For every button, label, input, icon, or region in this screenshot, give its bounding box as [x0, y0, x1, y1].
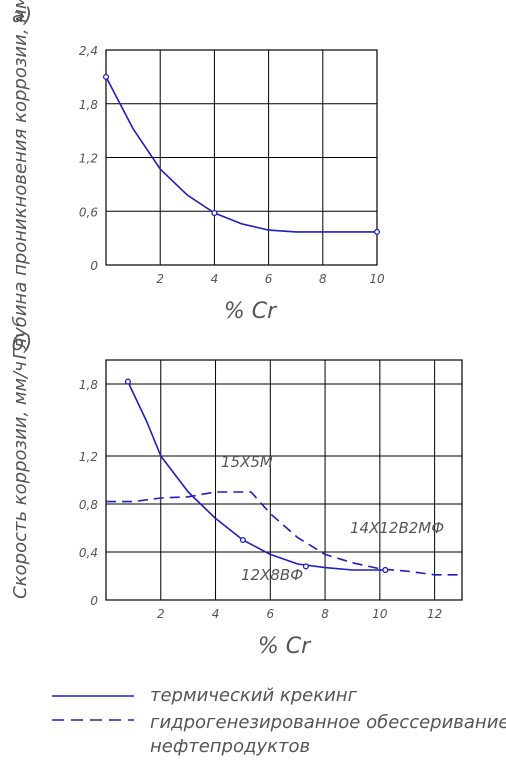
y-tick-label: 2,4: [79, 44, 98, 58]
x-tick-label: 4: [212, 607, 220, 621]
legend-dashed-label-line2: нефтепродуктов: [150, 736, 310, 757]
x-tick-label: 12: [427, 607, 442, 621]
annotation-15x5m: 15Х5М: [221, 453, 273, 471]
data-point: [124, 378, 131, 385]
panel-b-label: б): [12, 331, 32, 355]
x-tick-label: 2: [156, 272, 164, 286]
panel-b-ylabel: Скорость коррозии, мм/ч: [10, 361, 31, 599]
data-point: [211, 209, 218, 217]
y-tick-label: 1,8: [79, 378, 98, 392]
y-tick-label: 0: [90, 259, 98, 273]
legend-dashed-label-line1: гидрогенезированное обессеривание: [150, 712, 506, 733]
panel-a-label: а): [12, 3, 32, 27]
series-line-solid: [127, 381, 386, 571]
x-tick-label: 6: [265, 272, 273, 286]
y-tick-label: 0,6: [79, 205, 98, 219]
data-point: [102, 73, 110, 80]
legend-solid-label: термический крекинг: [150, 685, 358, 706]
series-line-solid: [105, 76, 377, 233]
panel-a-ylabel: Глубина проникновения коррозии, мм/год: [10, 0, 31, 359]
y-tick-label: 1,8: [79, 98, 98, 112]
panel-a-xlabel: % Cr: [224, 299, 278, 324]
annotation-14x12v2mf: 14Х12В2МФ: [350, 519, 444, 537]
y-tick-label: 1,2: [79, 450, 98, 464]
series-line-dashed: [106, 491, 462, 576]
data-point: [302, 563, 309, 570]
x-tick-label: 8: [319, 272, 327, 286]
data-point: [239, 536, 246, 544]
panel-b-frame: [105, 359, 463, 601]
x-tick-label: 4: [211, 272, 219, 286]
annotation-12x8vf: 12Х8ВФ: [241, 566, 303, 584]
y-tick-label: 1,2: [79, 152, 98, 166]
x-tick-label: 6: [266, 607, 274, 621]
y-tick-label: 0,8: [79, 498, 98, 512]
x-tick-label: 10: [372, 607, 388, 621]
y-tick-label: 0: [90, 594, 98, 608]
x-tick-label: 10: [369, 272, 385, 286]
panel-b-xlabel: % Cr: [258, 634, 312, 659]
legend: термический крекинг гидрогенезированное …: [52, 685, 506, 757]
data-point: [382, 566, 389, 574]
y-tick-label: 0,4: [79, 546, 98, 560]
chart-panel-a: а) 2 4 6 8 10 0 0,6 1,2 1,8 2,4 % Cr Глубина про…: [10, 0, 385, 359]
x-tick-label: 2: [157, 607, 165, 621]
data-point: [373, 228, 381, 235]
x-tick-label: 8: [321, 607, 329, 621]
chart-panel-b: б) 2 4 6 8 10 12 0 0,4 0,8 1,2 1,8 15Х5М 14Х12В2М…: [10, 331, 463, 659]
